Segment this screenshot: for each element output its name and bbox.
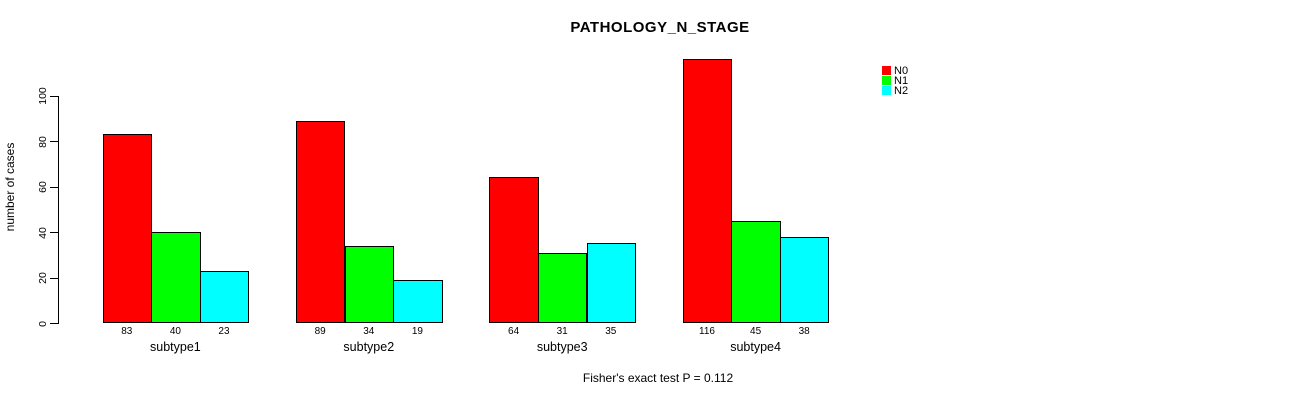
category-label-subtype2: subtype2 xyxy=(343,340,395,354)
y-axis-line xyxy=(58,95,59,324)
category-label-subtype4: subtype4 xyxy=(730,340,781,354)
bar-N0-subtype2 xyxy=(295,120,346,323)
y-axis-tick xyxy=(50,95,59,97)
bar-N2-subtype4 xyxy=(779,236,830,323)
bar-N0-subtype1 xyxy=(102,134,153,323)
y-tick-label: 0 xyxy=(37,320,49,327)
legend-label-N0: N0 xyxy=(894,64,909,77)
bar-value-label: 83 xyxy=(121,326,133,337)
y-tick-label: 20 xyxy=(37,272,49,284)
bar-value-label: 34 xyxy=(363,326,375,337)
bar-value-label: 23 xyxy=(218,326,230,337)
legend-swatch-N0 xyxy=(882,66,891,75)
y-axis-label: number of cases xyxy=(3,142,17,232)
bar-value-label: 38 xyxy=(798,326,810,337)
bar-N2-subtype1 xyxy=(199,270,250,323)
bar-value-label: 31 xyxy=(556,326,568,337)
y-tick-label: 40 xyxy=(37,226,49,239)
y-tick-label: 80 xyxy=(37,135,49,148)
y-axis-tick xyxy=(50,277,59,279)
bar-N1-subtype4 xyxy=(731,220,781,323)
category-label-subtype1: subtype1 xyxy=(150,340,201,354)
bar-N1-subtype2 xyxy=(344,245,395,323)
y-axis-tick xyxy=(50,186,59,188)
bar-value-label: 89 xyxy=(314,326,326,337)
y-tick-label: 100 xyxy=(37,87,49,105)
y-axis-tick xyxy=(50,141,59,143)
bar-value-label: 64 xyxy=(508,326,520,337)
bar-N0-subtype4 xyxy=(682,59,733,323)
category-label-subtype3: subtype3 xyxy=(536,340,588,354)
bar-N2-subtype3 xyxy=(586,243,637,323)
bar-value-label: 40 xyxy=(169,326,181,337)
legend-label-N2: N2 xyxy=(894,84,909,97)
chart-title: PATHOLOGY_N_STAGE xyxy=(570,19,750,36)
legend-label-N1: N1 xyxy=(894,74,909,87)
y-tick-label: 60 xyxy=(37,181,49,193)
y-axis-tick xyxy=(50,232,59,234)
bar-value-label: 116 xyxy=(699,326,715,337)
bar-N2-subtype2 xyxy=(393,279,443,323)
annotation-text: Fisher's exact test P = 0.112 xyxy=(582,371,734,385)
bar-value-label: 19 xyxy=(411,326,423,337)
legend-swatch-N2 xyxy=(882,86,891,95)
bar-N0-subtype3 xyxy=(489,177,539,323)
bar-value-label: 35 xyxy=(605,326,617,337)
legend-swatch-N1 xyxy=(882,76,891,85)
bar-N1-subtype1 xyxy=(151,232,201,323)
y-axis-tick xyxy=(50,323,59,324)
bar-N1-subtype3 xyxy=(537,252,588,323)
bar-value-label: 45 xyxy=(750,326,762,337)
